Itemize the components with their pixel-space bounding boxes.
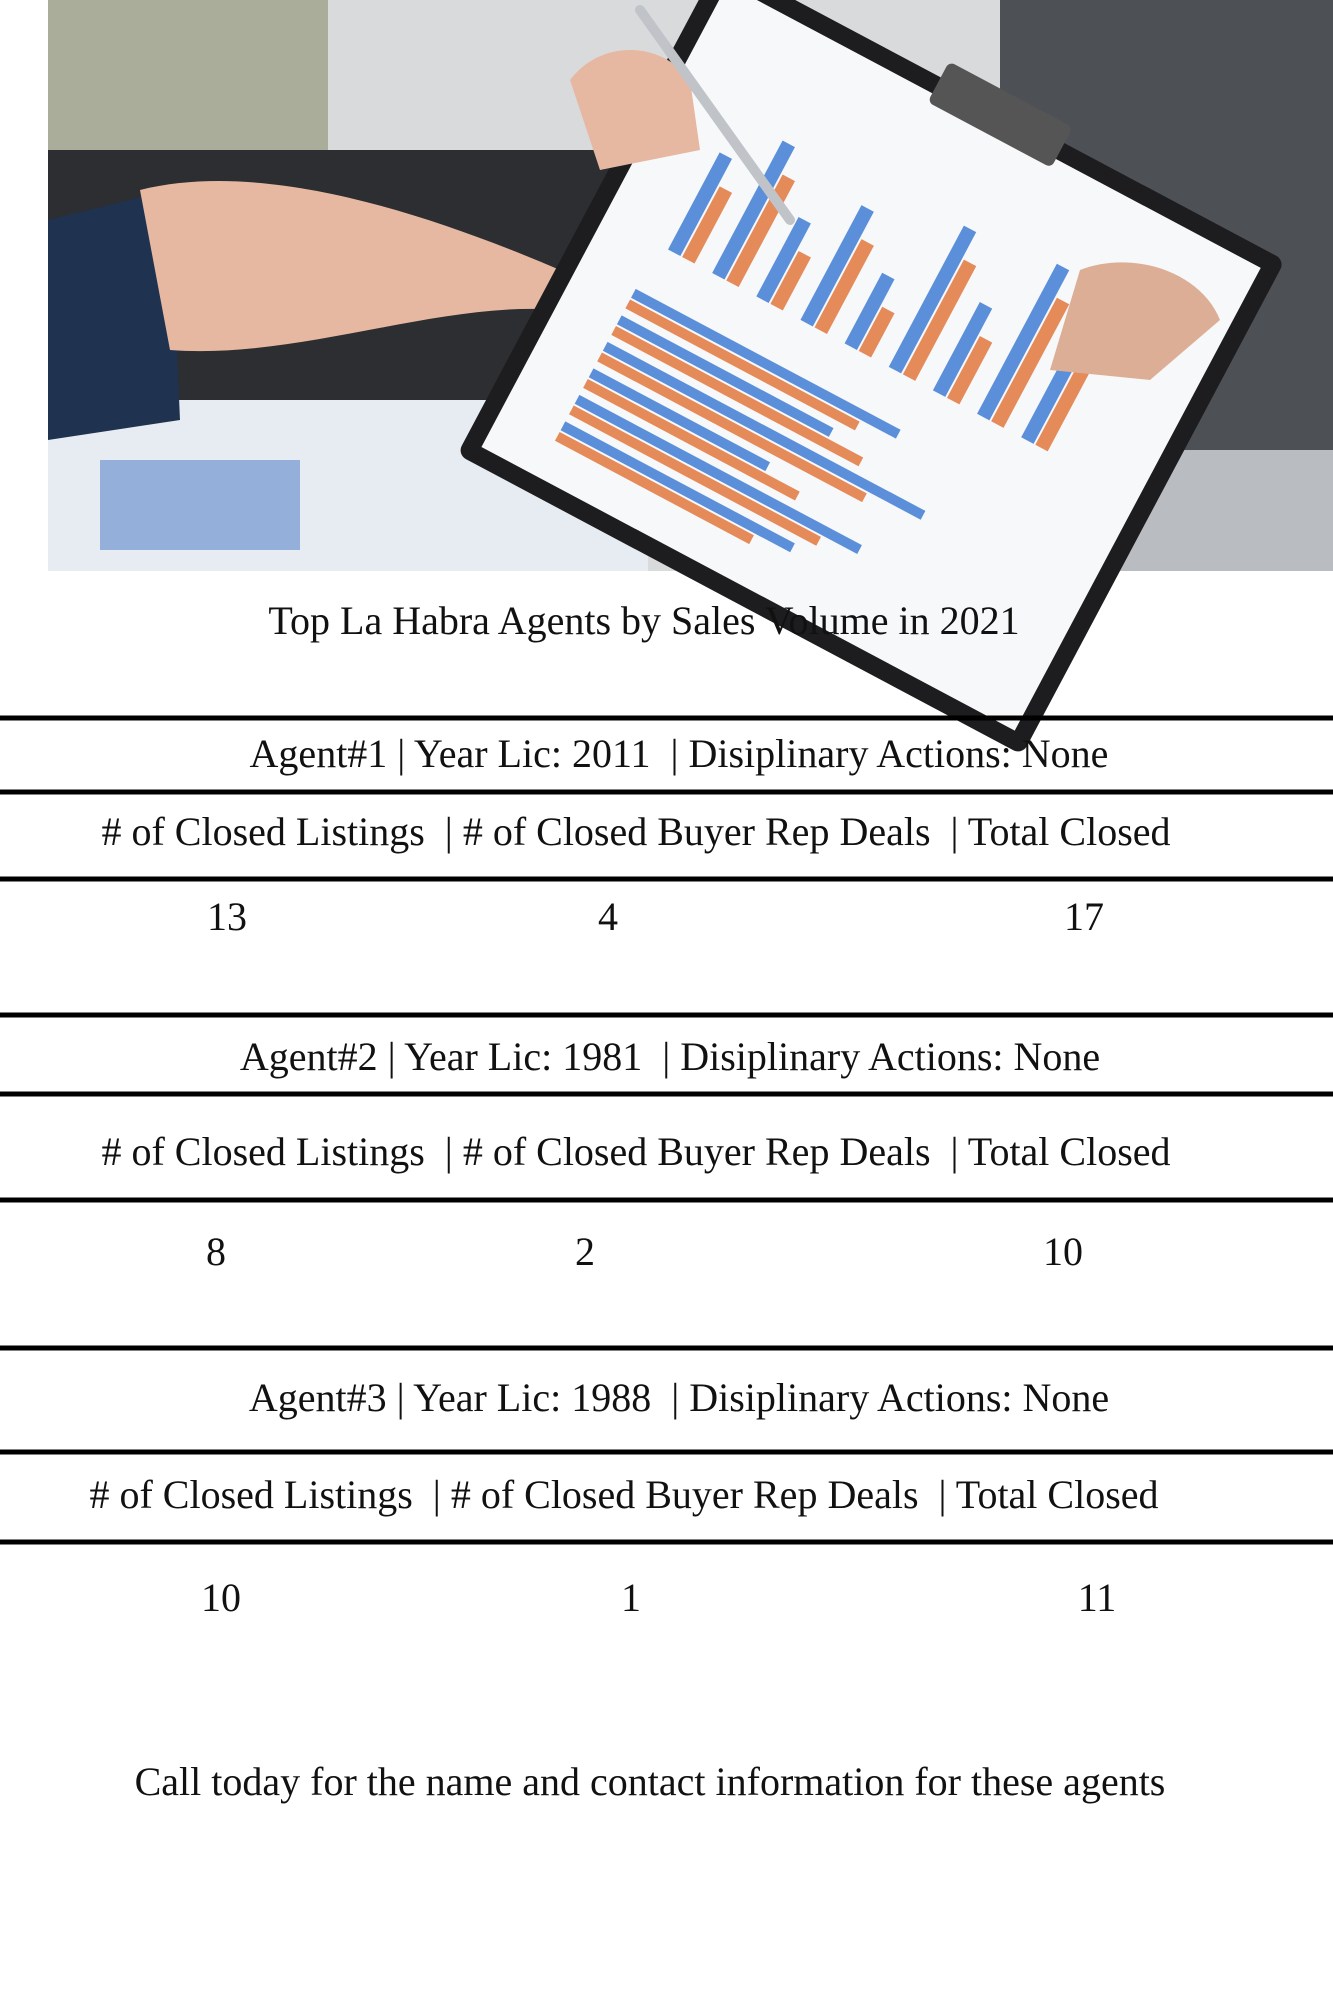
- value: 11: [1078, 1575, 1117, 1620]
- agent-header: Agent#1 | Year Lic: 2011 | Disiplinary A…: [250, 731, 1109, 776]
- agent-header: Agent#3 | Year Lic: 1988 | Disiplinary A…: [249, 1375, 1109, 1420]
- value: 17: [1064, 894, 1104, 939]
- column-header: # of Closed Listings | # of Closed Buyer…: [101, 1129, 1170, 1174]
- value: 4: [598, 894, 618, 939]
- value: 10: [201, 1575, 241, 1620]
- photo: [48, 0, 1333, 752]
- value: 2: [575, 1229, 595, 1274]
- title: Top La Habra Agents by Sales Volume in 2…: [268, 598, 1019, 643]
- value: 10: [1043, 1229, 1083, 1274]
- value: 13: [207, 894, 247, 939]
- value: 8: [206, 1229, 226, 1274]
- column-header: # of Closed Listings | # of Closed Buyer…: [101, 809, 1170, 854]
- agent-header: Agent#2 | Year Lic: 1981 | Disiplinary A…: [240, 1034, 1100, 1079]
- footer: Call today for the name and contact info…: [135, 1759, 1166, 1804]
- column-header: # of Closed Listings | # of Closed Buyer…: [89, 1472, 1158, 1517]
- value: 1: [621, 1575, 641, 1620]
